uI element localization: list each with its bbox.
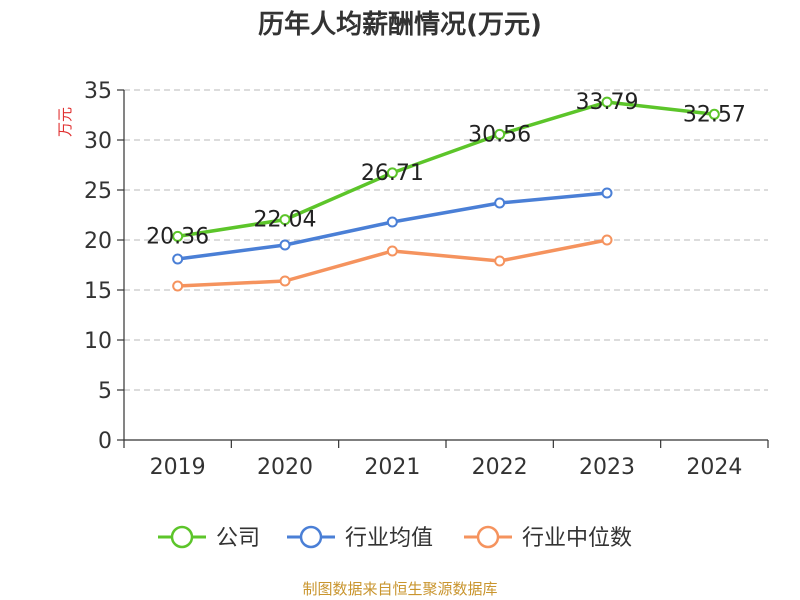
x-tick-label-2024: 2024: [686, 455, 742, 480]
x-tick-label-2022: 2022: [472, 455, 528, 480]
legend-swatch-marker-0: [170, 525, 194, 549]
legend-item-2[interactable]: 行业中位数: [464, 525, 632, 551]
series-0-point-2019: [172, 230, 184, 242]
data-labels: 20.36 22.04 26.71 30.56 33.79 32.57: [146, 90, 746, 249]
series-1-point-2020: [279, 239, 291, 251]
chart-title: 历年人均薪酬情况(万元): [258, 9, 542, 40]
grid: [124, 89, 768, 391]
series-2-point-2021: [386, 245, 398, 257]
data-label-2019: 20.36: [146, 224, 209, 249]
x-tick-label-2021: 2021: [364, 455, 420, 480]
y-tick-label-20: 20: [84, 229, 112, 254]
y-tick-label-5: 5: [98, 379, 112, 404]
series-1-point-2022: [494, 197, 506, 209]
data-label-2023: 33.79: [576, 90, 639, 115]
series-line-0: [177, 100, 715, 239]
legend-swatch-marker-1: [299, 525, 323, 549]
legend-item-1[interactable]: 行业均值: [287, 525, 433, 551]
y-tick-label-25: 25: [84, 179, 112, 204]
axes: 0 5 10 15 20 25 30 35 2019 2020 2021 2022 2023 2024: [84, 79, 769, 480]
series-0-point-2023: [601, 96, 613, 108]
data-label-2022: 30.56: [468, 122, 531, 147]
legend-swatch-marker-2: [476, 525, 500, 549]
x-tick-label-2020: 2020: [257, 455, 313, 480]
y-tick-label-35: 35: [84, 79, 112, 104]
series-2-point-2023: [601, 234, 613, 246]
legend[interactable]: 公司 行业均值 行业中位数: [158, 525, 632, 551]
x-tick-label-2023: 2023: [579, 455, 635, 480]
series-2-point-2019: [172, 280, 184, 292]
series-1-point-2019: [172, 253, 184, 265]
legend-label-0: 公司: [216, 526, 260, 551]
x-tick-label-2019: 2019: [150, 455, 206, 480]
y-tick-label-30: 30: [84, 129, 112, 154]
series-1-point-2021: [386, 216, 398, 228]
series-0-point-2022: [494, 128, 506, 140]
series: [172, 96, 720, 292]
legend-label-2: 行业中位数: [522, 526, 632, 551]
y-axis-label: 万元: [56, 107, 74, 137]
legend-label-1: 行业均值: [345, 526, 433, 551]
data-label-2020: 22.04: [254, 208, 317, 233]
y-tick-label-15: 15: [84, 279, 112, 304]
series-2-point-2022: [494, 255, 506, 267]
series-0-point-2024: [708, 108, 720, 120]
y-tick-label-0: 0: [98, 429, 112, 454]
series-1-point-2023: [601, 187, 613, 199]
source-note: 制图数据来自恒生聚源数据库: [302, 580, 497, 598]
series-2-point-2020: [279, 275, 291, 287]
data-label-2024: 32.57: [683, 102, 746, 127]
series-0-point-2020: [279, 214, 291, 226]
series-0-point-2021: [386, 167, 398, 179]
data-label-2021: 26.71: [361, 161, 424, 186]
legend-item-0[interactable]: 公司: [158, 525, 260, 551]
y-tick-label-10: 10: [84, 329, 112, 354]
